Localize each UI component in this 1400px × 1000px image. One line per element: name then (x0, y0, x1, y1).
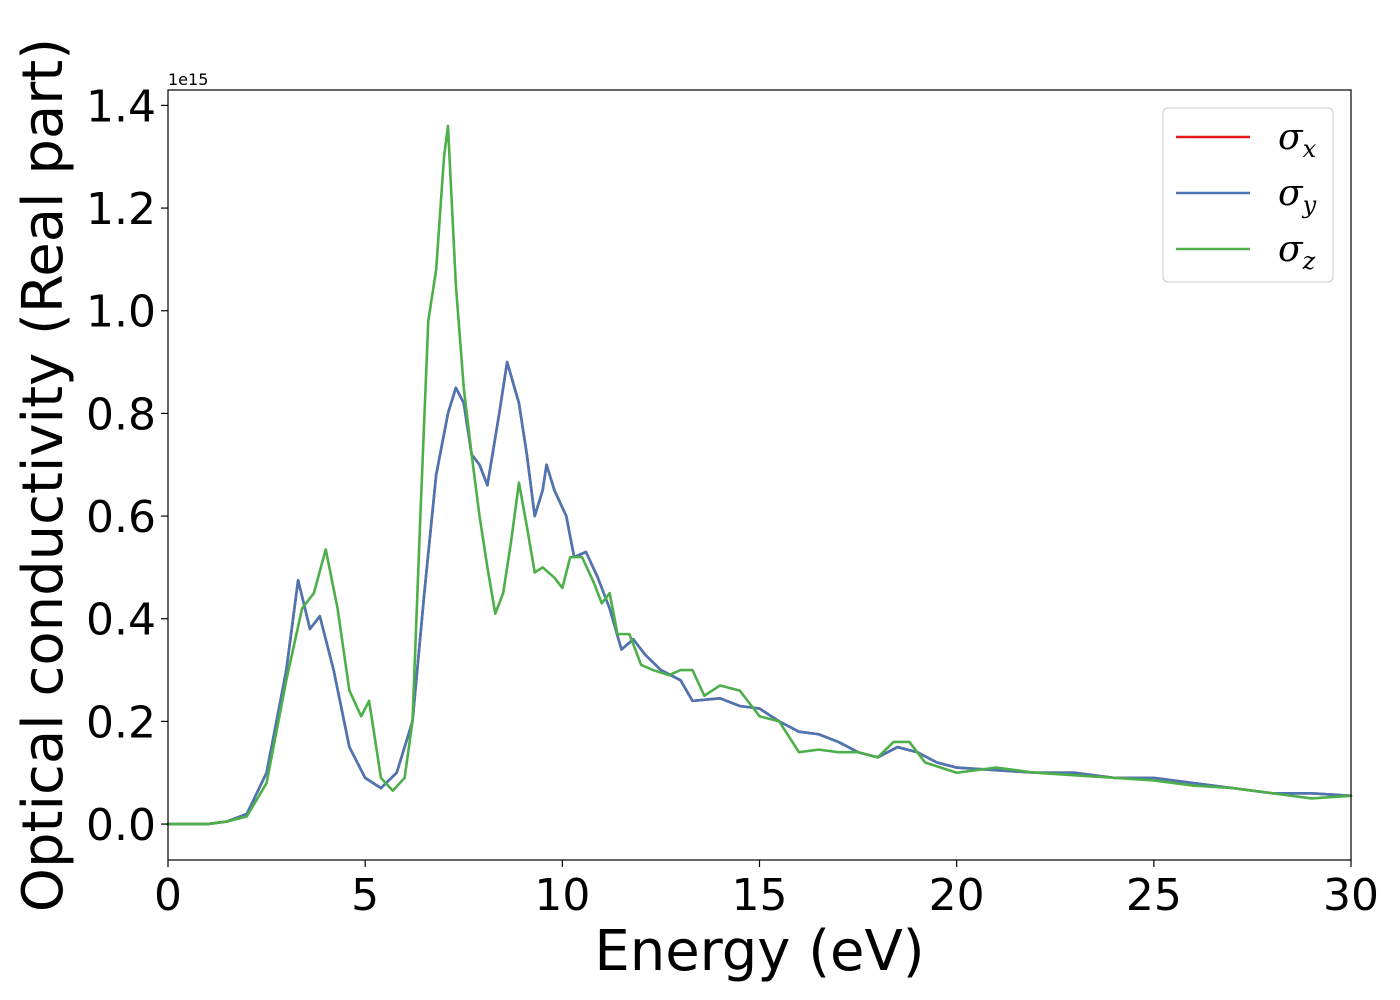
y-tick-label: 1.0 (86, 287, 156, 338)
y-tick-label: 0.8 (86, 389, 156, 440)
y-tick-label: 0.6 (86, 492, 156, 543)
series-line-z (166, 124, 1353, 826)
legend-label-y: σy (1278, 173, 1317, 219)
legend-box (1162, 107, 1334, 283)
y-offset-text: 1e15 (168, 70, 208, 89)
x-axis-ticks: 0 5 10 15 20 25 30 (154, 860, 1379, 921)
y-axis-label: Optical conductivity (Real part) (11, 38, 76, 912)
y-tick-label: 1.2 (86, 184, 156, 235)
series-layer (166, 124, 1353, 826)
y-tick-label: 1.4 (86, 81, 156, 132)
x-tick-label: 15 (732, 870, 788, 921)
x-tick-label: 30 (1323, 870, 1379, 921)
x-tick-label: 5 (351, 870, 379, 921)
x-tick-label: 25 (1126, 870, 1182, 921)
legend: σx σy σz (1162, 107, 1334, 283)
x-tick-label: 0 (154, 870, 182, 921)
y-tick-label: 0.2 (86, 697, 156, 748)
x-axis-label: Energy (eV) (594, 919, 924, 984)
y-tick-label: 0.4 (86, 595, 156, 646)
y-tick-label: 0.0 (86, 800, 156, 851)
legend-label-z: σz (1278, 229, 1316, 275)
x-tick-label: 10 (534, 870, 590, 921)
legend-label-x: σx (1278, 117, 1317, 163)
x-tick-label: 20 (929, 870, 985, 921)
y-axis-ticks: 0.0 0.2 0.4 0.6 0.8 1.0 1.2 1.4 (86, 81, 168, 851)
